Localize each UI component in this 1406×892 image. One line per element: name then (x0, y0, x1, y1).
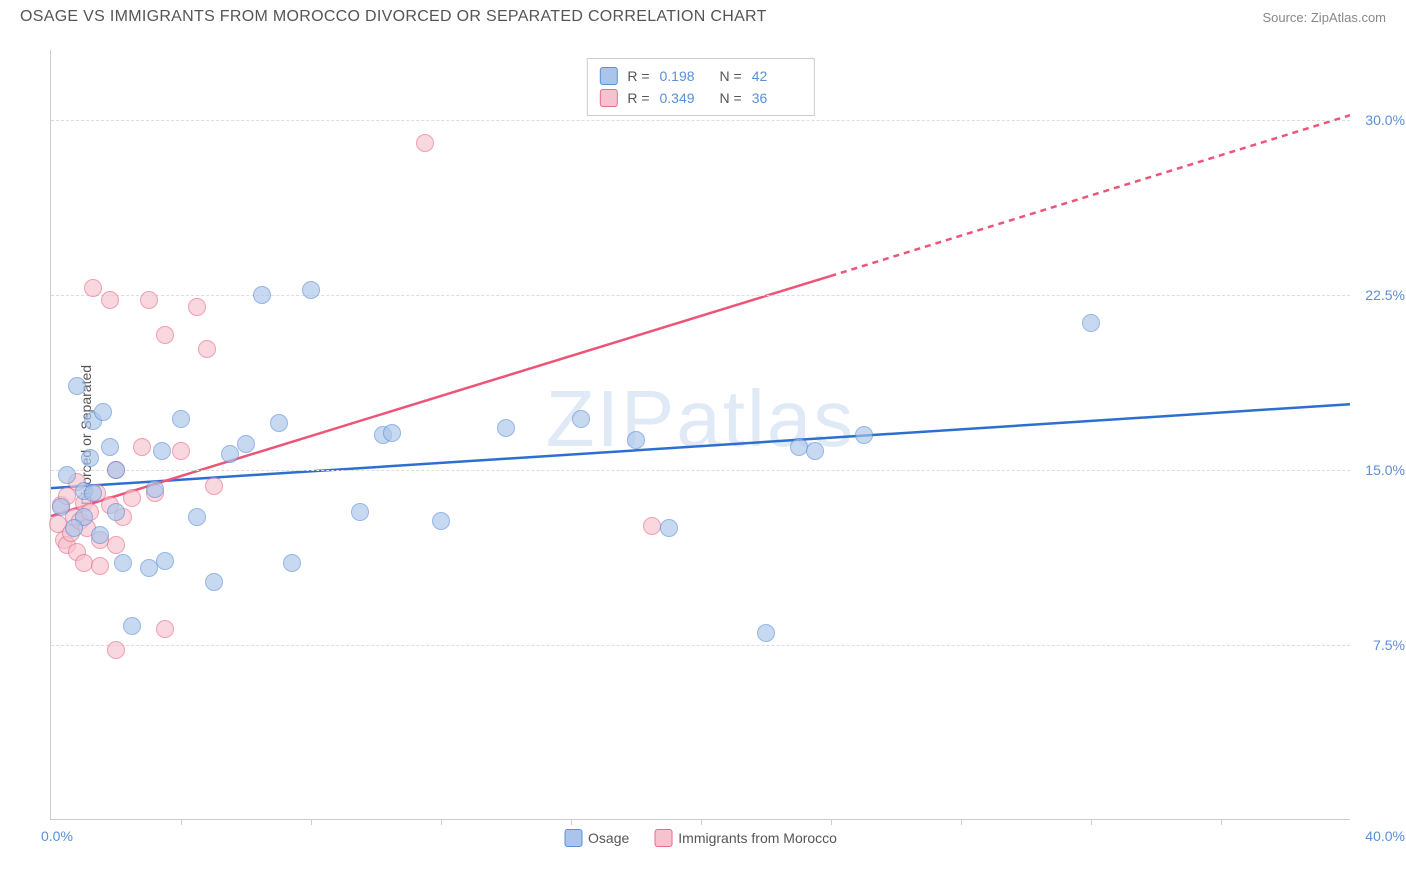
scatter-point-blue (270, 414, 288, 432)
scatter-point-blue (432, 512, 450, 530)
scatter-point-pink (156, 326, 174, 344)
scatter-point-blue (94, 403, 112, 421)
scatter-point-pink (205, 477, 223, 495)
swatch-icon (599, 67, 617, 85)
scatter-point-blue (237, 435, 255, 453)
scatter-point-blue (302, 281, 320, 299)
stat-r-value: 0.198 (660, 68, 710, 84)
stat-n-label: N = (720, 68, 742, 84)
scatter-point-blue (65, 519, 83, 537)
scatter-point-pink (84, 279, 102, 297)
y-tick-label: 22.5% (1365, 287, 1405, 303)
x-tick (181, 819, 182, 825)
scatter-point-pink (416, 134, 434, 152)
scatter-point-blue (351, 503, 369, 521)
grid-line (51, 470, 1350, 471)
stat-r-label: R = (627, 68, 649, 84)
scatter-point-blue (156, 552, 174, 570)
x-tick (1221, 819, 1222, 825)
scatter-point-blue (1082, 314, 1100, 332)
legend-item: Immigrants from Morocco (654, 829, 837, 847)
scatter-point-blue (107, 503, 125, 521)
scatter-point-blue (81, 449, 99, 467)
x-tick (831, 819, 832, 825)
x-tick (961, 819, 962, 825)
legend-item: Osage (564, 829, 629, 847)
trend-line (51, 276, 830, 516)
scatter-point-pink (172, 442, 190, 460)
y-tick-label: 7.5% (1373, 637, 1405, 653)
scatter-point-blue (146, 480, 164, 498)
stats-legend-box: R = 0.198 N = 42 R = 0.349 N = 36 (586, 58, 814, 116)
trend-line (830, 115, 1350, 276)
scatter-point-pink (75, 554, 93, 572)
scatter-point-pink (188, 298, 206, 316)
scatter-point-blue (221, 445, 239, 463)
scatter-point-blue (572, 410, 590, 428)
x-tick (571, 819, 572, 825)
stats-row: R = 0.198 N = 42 (599, 65, 801, 87)
x-tick (311, 819, 312, 825)
scatter-point-blue (205, 573, 223, 591)
x-tick (441, 819, 442, 825)
scatter-point-pink (107, 536, 125, 554)
chart-title: OSAGE VS IMMIGRANTS FROM MOROCCO DIVORCE… (20, 8, 767, 26)
stat-n-value: 36 (752, 90, 802, 106)
stat-r-value: 0.349 (660, 90, 710, 106)
scatter-point-pink (643, 517, 661, 535)
scatter-point-blue (114, 554, 132, 572)
stat-n-label: N = (720, 90, 742, 106)
scatter-point-blue (188, 508, 206, 526)
grid-line (51, 645, 1350, 646)
stat-n-value: 42 (752, 68, 802, 84)
scatter-point-blue (68, 377, 86, 395)
stats-row: R = 0.349 N = 36 (599, 87, 801, 109)
scatter-point-blue (757, 624, 775, 642)
scatter-point-pink (133, 438, 151, 456)
scatter-point-pink (101, 291, 119, 309)
swatch-icon (654, 829, 672, 847)
scatter-point-blue (101, 438, 119, 456)
y-tick-label: 30.0% (1365, 112, 1405, 128)
scatter-point-blue (790, 438, 808, 456)
scatter-point-blue (855, 426, 873, 444)
scatter-point-pink (140, 291, 158, 309)
grid-line (51, 295, 1350, 296)
x-tick (1091, 819, 1092, 825)
grid-line (51, 120, 1350, 121)
x-axis-max-label: 40.0% (1365, 828, 1405, 844)
series-legend: Osage Immigrants from Morocco (564, 829, 837, 847)
y-tick-label: 15.0% (1365, 462, 1405, 478)
scatter-point-pink (156, 620, 174, 638)
swatch-icon (599, 89, 617, 107)
scatter-point-blue (627, 431, 645, 449)
scatter-point-pink (107, 641, 125, 659)
scatter-point-pink (198, 340, 216, 358)
x-axis-min-label: 0.0% (41, 828, 73, 844)
scatter-point-blue (91, 526, 109, 544)
scatter-point-blue (52, 498, 70, 516)
scatter-point-blue (107, 461, 125, 479)
scatter-point-blue (383, 424, 401, 442)
scatter-point-blue (660, 519, 678, 537)
scatter-point-pink (91, 557, 109, 575)
scatter-point-blue (283, 554, 301, 572)
scatter-point-blue (84, 484, 102, 502)
scatter-point-blue (153, 442, 171, 460)
scatter-point-blue (123, 617, 141, 635)
scatter-point-blue (806, 442, 824, 460)
scatter-point-blue (172, 410, 190, 428)
scatter-chart: Divorced or Separated ZIPatlas R =0.198N… (50, 50, 1350, 820)
x-tick (701, 819, 702, 825)
scatter-point-blue (253, 286, 271, 304)
scatter-point-blue (58, 466, 76, 484)
scatter-point-pink (123, 489, 141, 507)
stat-r-label: R = (627, 90, 649, 106)
swatch-icon (564, 829, 582, 847)
legend-label: Immigrants from Morocco (678, 830, 837, 846)
scatter-point-blue (497, 419, 515, 437)
legend-label: Osage (588, 830, 629, 846)
source-label: Source: ZipAtlas.com (1262, 10, 1386, 25)
